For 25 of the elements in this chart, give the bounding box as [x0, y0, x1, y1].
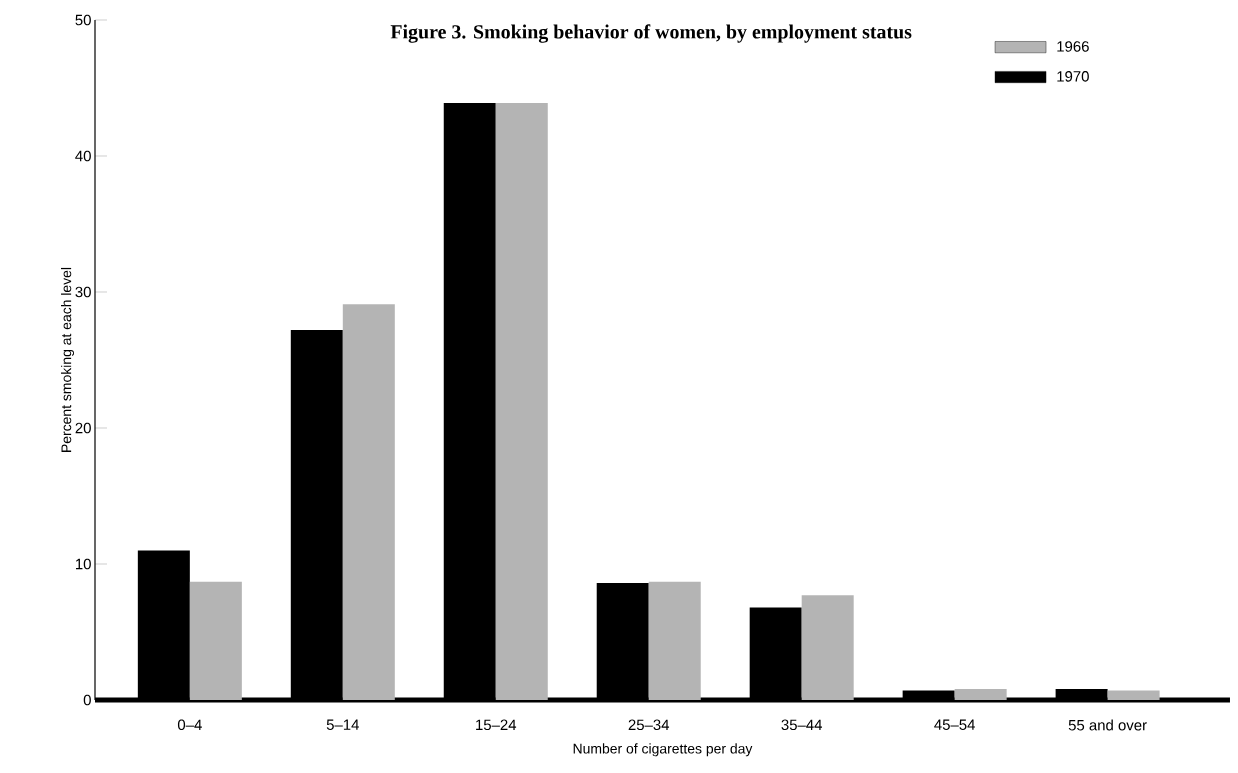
legend-label: 1966: [1057, 41, 1089, 52]
bar: [954, 689, 1007, 700]
x-tick-label: 0–4: [177, 719, 202, 731]
y-tick-label: 30: [75, 286, 91, 298]
x-tick-label: 55 and over: [1068, 719, 1147, 731]
y-tick-label: 40: [75, 150, 91, 162]
x-tick-label: 45–54: [934, 719, 975, 730]
y-tick-label: 0: [83, 694, 91, 706]
legend-label: 1970: [1057, 71, 1089, 82]
bar: [1107, 690, 1160, 700]
bar: [342, 304, 395, 700]
y-tick-label: 10: [76, 558, 91, 570]
bar: [801, 595, 854, 700]
x-tick-label: 35–44: [781, 719, 823, 731]
x-tick-label: 25–34: [628, 719, 670, 731]
y-axis-title: Percent smoking at each level: [61, 267, 75, 452]
bar: [189, 581, 242, 700]
bar: [648, 581, 701, 700]
y-tick-label: 20: [75, 422, 91, 434]
x-tick-label: 5–14: [326, 719, 359, 730]
bar: [495, 102, 548, 700]
chart-title: Figure 3. Smoking behavior of women, by employment status: [390, 24, 912, 43]
x-tick-label: 15–24: [476, 719, 517, 731]
y-tick-label: 50: [75, 14, 91, 26]
x-axis-title: Number of cigarettes per day: [573, 743, 753, 757]
